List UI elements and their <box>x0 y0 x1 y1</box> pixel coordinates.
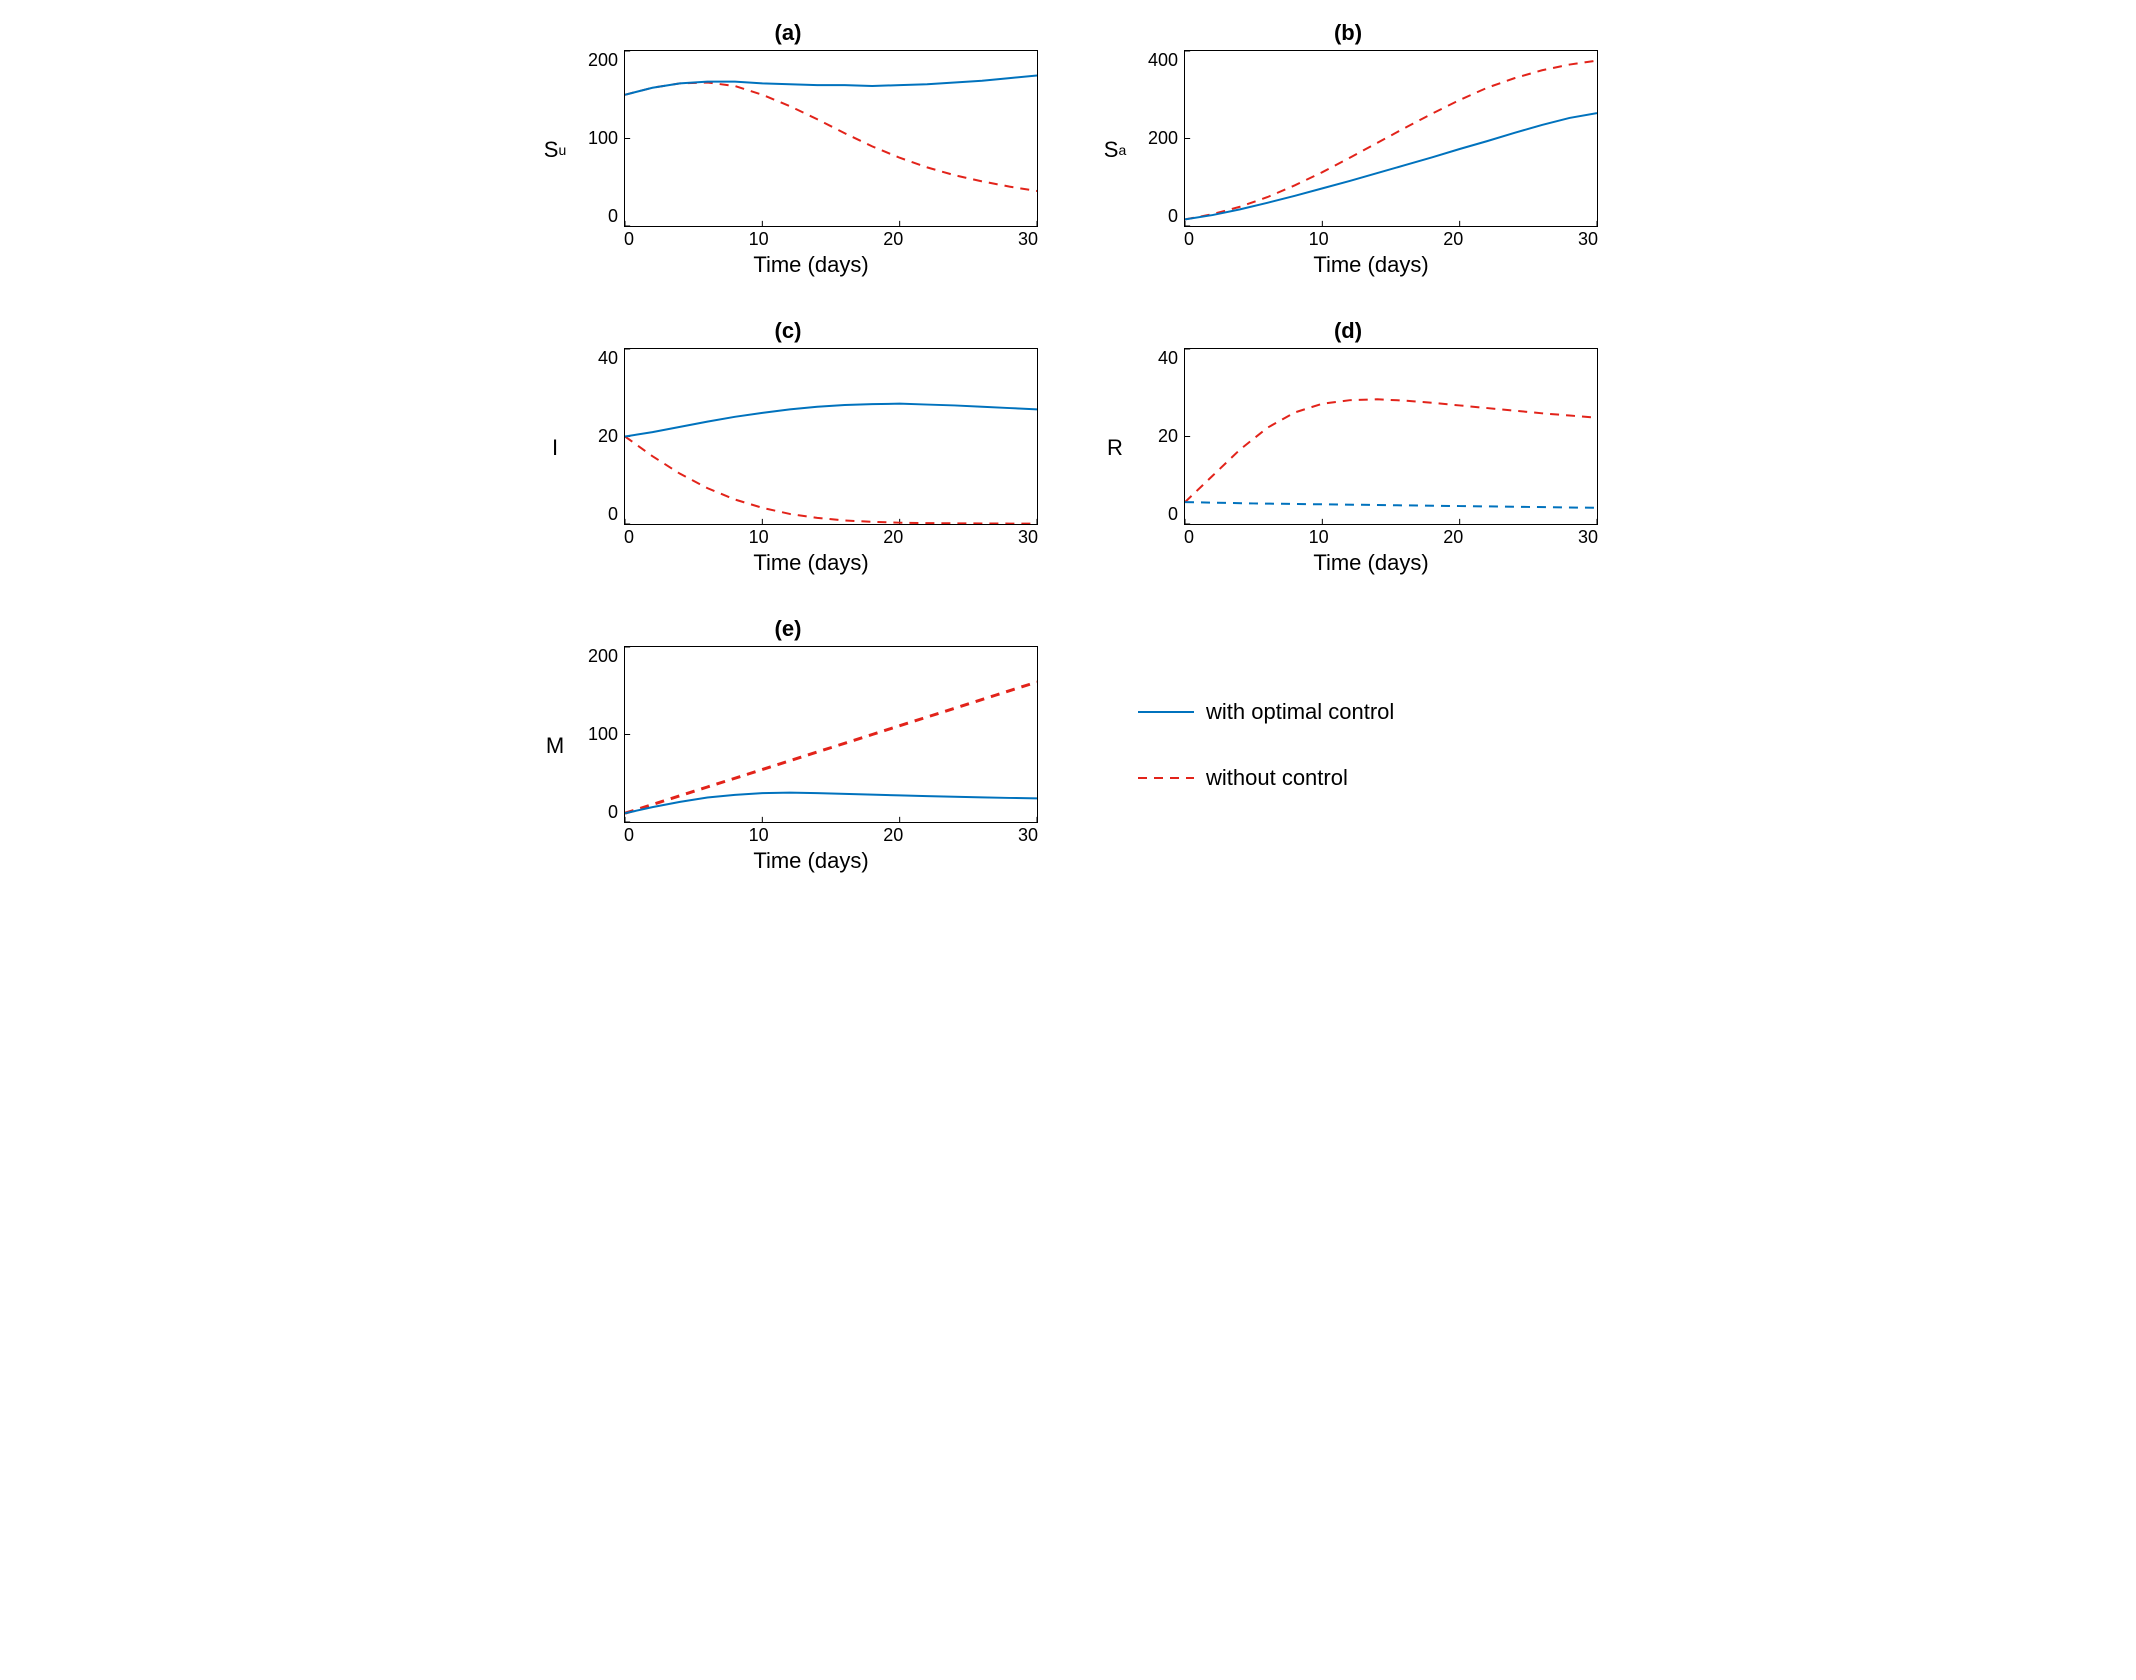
panel-c-axes <box>624 348 1038 525</box>
legend-line-without <box>1138 776 1194 780</box>
panel-b-yticks: 4002000 <box>1138 50 1184 227</box>
panel-e-yticks: 2001000 <box>578 646 624 823</box>
panel-e-title: (e) <box>538 616 1038 642</box>
panel-e-axes <box>624 646 1038 823</box>
panel-a-xlabel: Time (days) <box>538 252 1038 278</box>
panel-c-ylabel: I <box>538 348 578 548</box>
panel-b-title: (b) <box>1098 20 1598 46</box>
panel-d-xticks: 0102030 <box>1184 525 1598 548</box>
panel-a-axes <box>624 50 1038 227</box>
panel-c-xticks: 0102030 <box>624 525 1038 548</box>
panel-b-svg <box>1185 51 1597 226</box>
panel-d-axes <box>1184 348 1598 525</box>
panel-a-ylabel: Su <box>538 50 578 250</box>
panel-e: (e) M 2001000 0102030 Time (days) <box>538 616 1038 874</box>
panel-c-title: (c) <box>538 318 1038 344</box>
legend: with optimal control without control <box>1098 616 1598 874</box>
panel-a-xticks: 0102030 <box>624 227 1038 250</box>
figure-grid: (a) Su 2001000 0102030 Time (days) (b) S… <box>538 20 1598 874</box>
legend-item-with-optimal: with optimal control <box>1138 699 1598 725</box>
panel-d-yticks: 40200 <box>1138 348 1184 525</box>
panel-e-xlabel: Time (days) <box>538 848 1038 874</box>
panel-a-yticks: 2001000 <box>578 50 624 227</box>
panel-d: (d) R 40200 0102030 Time (days) <box>1098 318 1598 576</box>
panel-c-svg <box>625 349 1037 524</box>
panel-a-title: (a) <box>538 20 1038 46</box>
panel-c-xlabel: Time (days) <box>538 550 1038 576</box>
legend-label-with-optimal: with optimal control <box>1206 699 1394 725</box>
panel-b-xticks: 0102030 <box>1184 227 1598 250</box>
panel-a-svg <box>625 51 1037 226</box>
legend-label-without: without control <box>1206 765 1348 791</box>
panel-b-ylabel: Sa <box>1098 50 1138 250</box>
legend-item-without: without control <box>1138 765 1598 791</box>
panel-b: (b) Sa 4002000 0102030 Time (days) <box>1098 20 1598 278</box>
panel-e-svg <box>625 647 1037 822</box>
panel-b-xlabel: Time (days) <box>1098 252 1598 278</box>
panel-c-yticks: 40200 <box>578 348 624 525</box>
panel-d-title: (d) <box>1098 318 1598 344</box>
panel-e-ylabel: M <box>538 646 578 846</box>
panel-a: (a) Su 2001000 0102030 Time (days) <box>538 20 1038 278</box>
panel-d-svg <box>1185 349 1597 524</box>
panel-d-xlabel: Time (days) <box>1098 550 1598 576</box>
panel-e-xticks: 0102030 <box>624 823 1038 846</box>
panel-b-axes <box>1184 50 1598 227</box>
panel-c: (c) I 40200 0102030 Time (days) <box>538 318 1038 576</box>
panel-d-ylabel: R <box>1098 348 1138 548</box>
legend-line-with-optimal <box>1138 710 1194 714</box>
